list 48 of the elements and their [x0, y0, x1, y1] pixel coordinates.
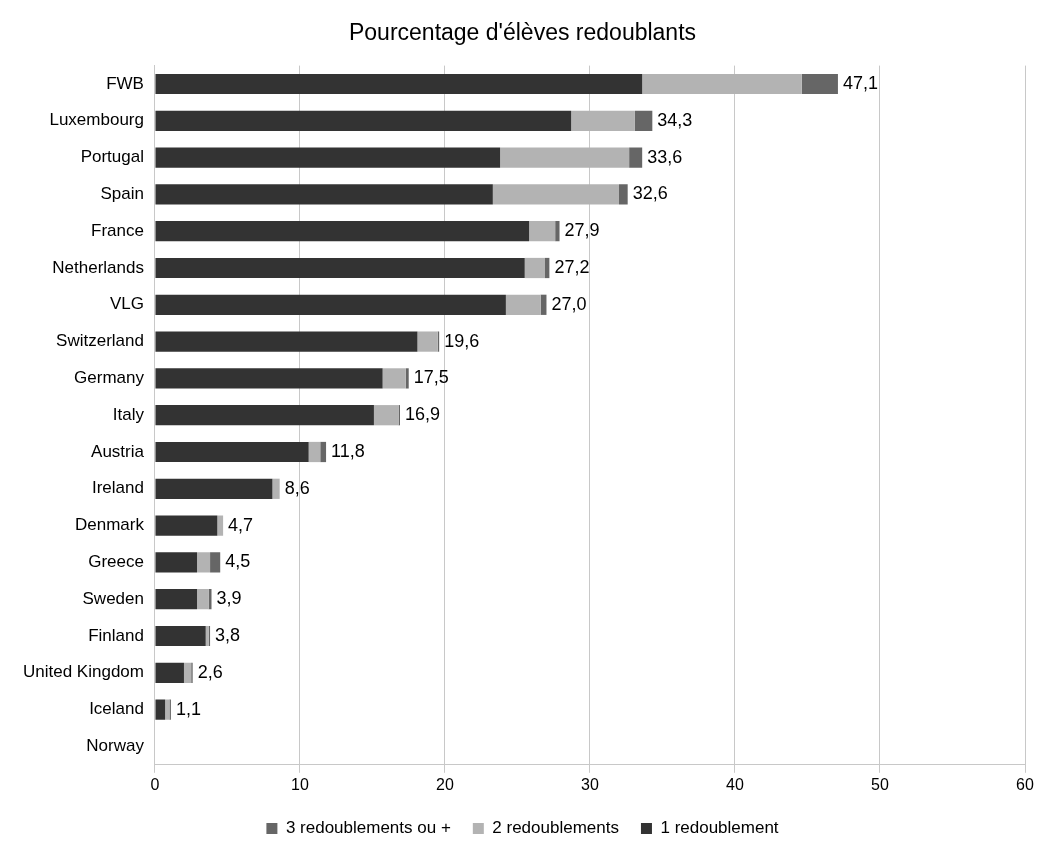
total-label: 1,1	[175, 698, 201, 719]
x-tick-label: 40	[726, 775, 744, 793]
total-label: 3,9	[216, 588, 242, 609]
y-tick-label: Ireland	[91, 478, 144, 498]
x-tick-label: 30	[581, 775, 599, 793]
total-label: 4,5	[225, 551, 251, 572]
y-tick-label: Austria	[91, 441, 145, 461]
y-tick-label: Germany	[74, 368, 145, 388]
y-tick-label: Switzerland	[56, 331, 144, 351]
y-tick-label: Iceland	[89, 699, 144, 719]
total-label: 27,2	[554, 256, 590, 277]
y-tick-label: United Kingdom	[22, 662, 144, 682]
total-label: 3,8	[215, 624, 241, 645]
total-label: 8,6	[284, 477, 310, 498]
total-label: 19,6	[444, 330, 480, 351]
total-label: 34,3	[657, 109, 693, 130]
x-tick-label: 10	[291, 775, 309, 793]
legend-label: 1 redoublement	[660, 818, 779, 838]
total-label: 11,8	[331, 440, 365, 461]
y-tick-label: Sweden	[82, 588, 144, 608]
x-tick-label: 20	[436, 775, 454, 793]
total-label: 17,5	[413, 367, 449, 388]
y-tick-label: Denmark	[74, 515, 145, 535]
total-label: 27,9	[564, 220, 600, 241]
total-label: 4,7	[228, 514, 254, 535]
x-tick-label: 50	[871, 775, 889, 793]
y-tick-label: Italy	[112, 404, 145, 424]
y-tick-label: VLG	[109, 294, 144, 314]
y-tick-label: Luxembourg	[49, 110, 144, 130]
total-label: 2,6	[197, 661, 223, 682]
total-label: 32,6	[632, 183, 668, 204]
y-tick-label: Portugal	[80, 147, 144, 167]
total-label: 16,9	[405, 404, 441, 425]
total-label: 27,0	[551, 293, 587, 314]
total-label: 47,1	[842, 72, 878, 93]
y-tick-label: Finland	[88, 625, 144, 645]
y-tick-label: Spain	[100, 184, 144, 204]
y-tick-label: FWB	[106, 73, 144, 93]
chart-title: Pourcentage d'élèves redoublants	[348, 19, 697, 46]
legend-label: 3 redoublements ou +	[285, 818, 451, 838]
y-tick-label: Netherlands	[52, 257, 144, 277]
y-tick-label: Greece	[88, 552, 144, 572]
x-tick-label: 60	[1016, 775, 1034, 793]
y-tick-label: Norway	[86, 736, 145, 756]
y-tick-label: France	[91, 220, 144, 240]
x-tick-label: 0	[150, 775, 160, 793]
total-label: 33,6	[647, 146, 683, 167]
legend-label: 2 redoublements	[492, 818, 619, 838]
